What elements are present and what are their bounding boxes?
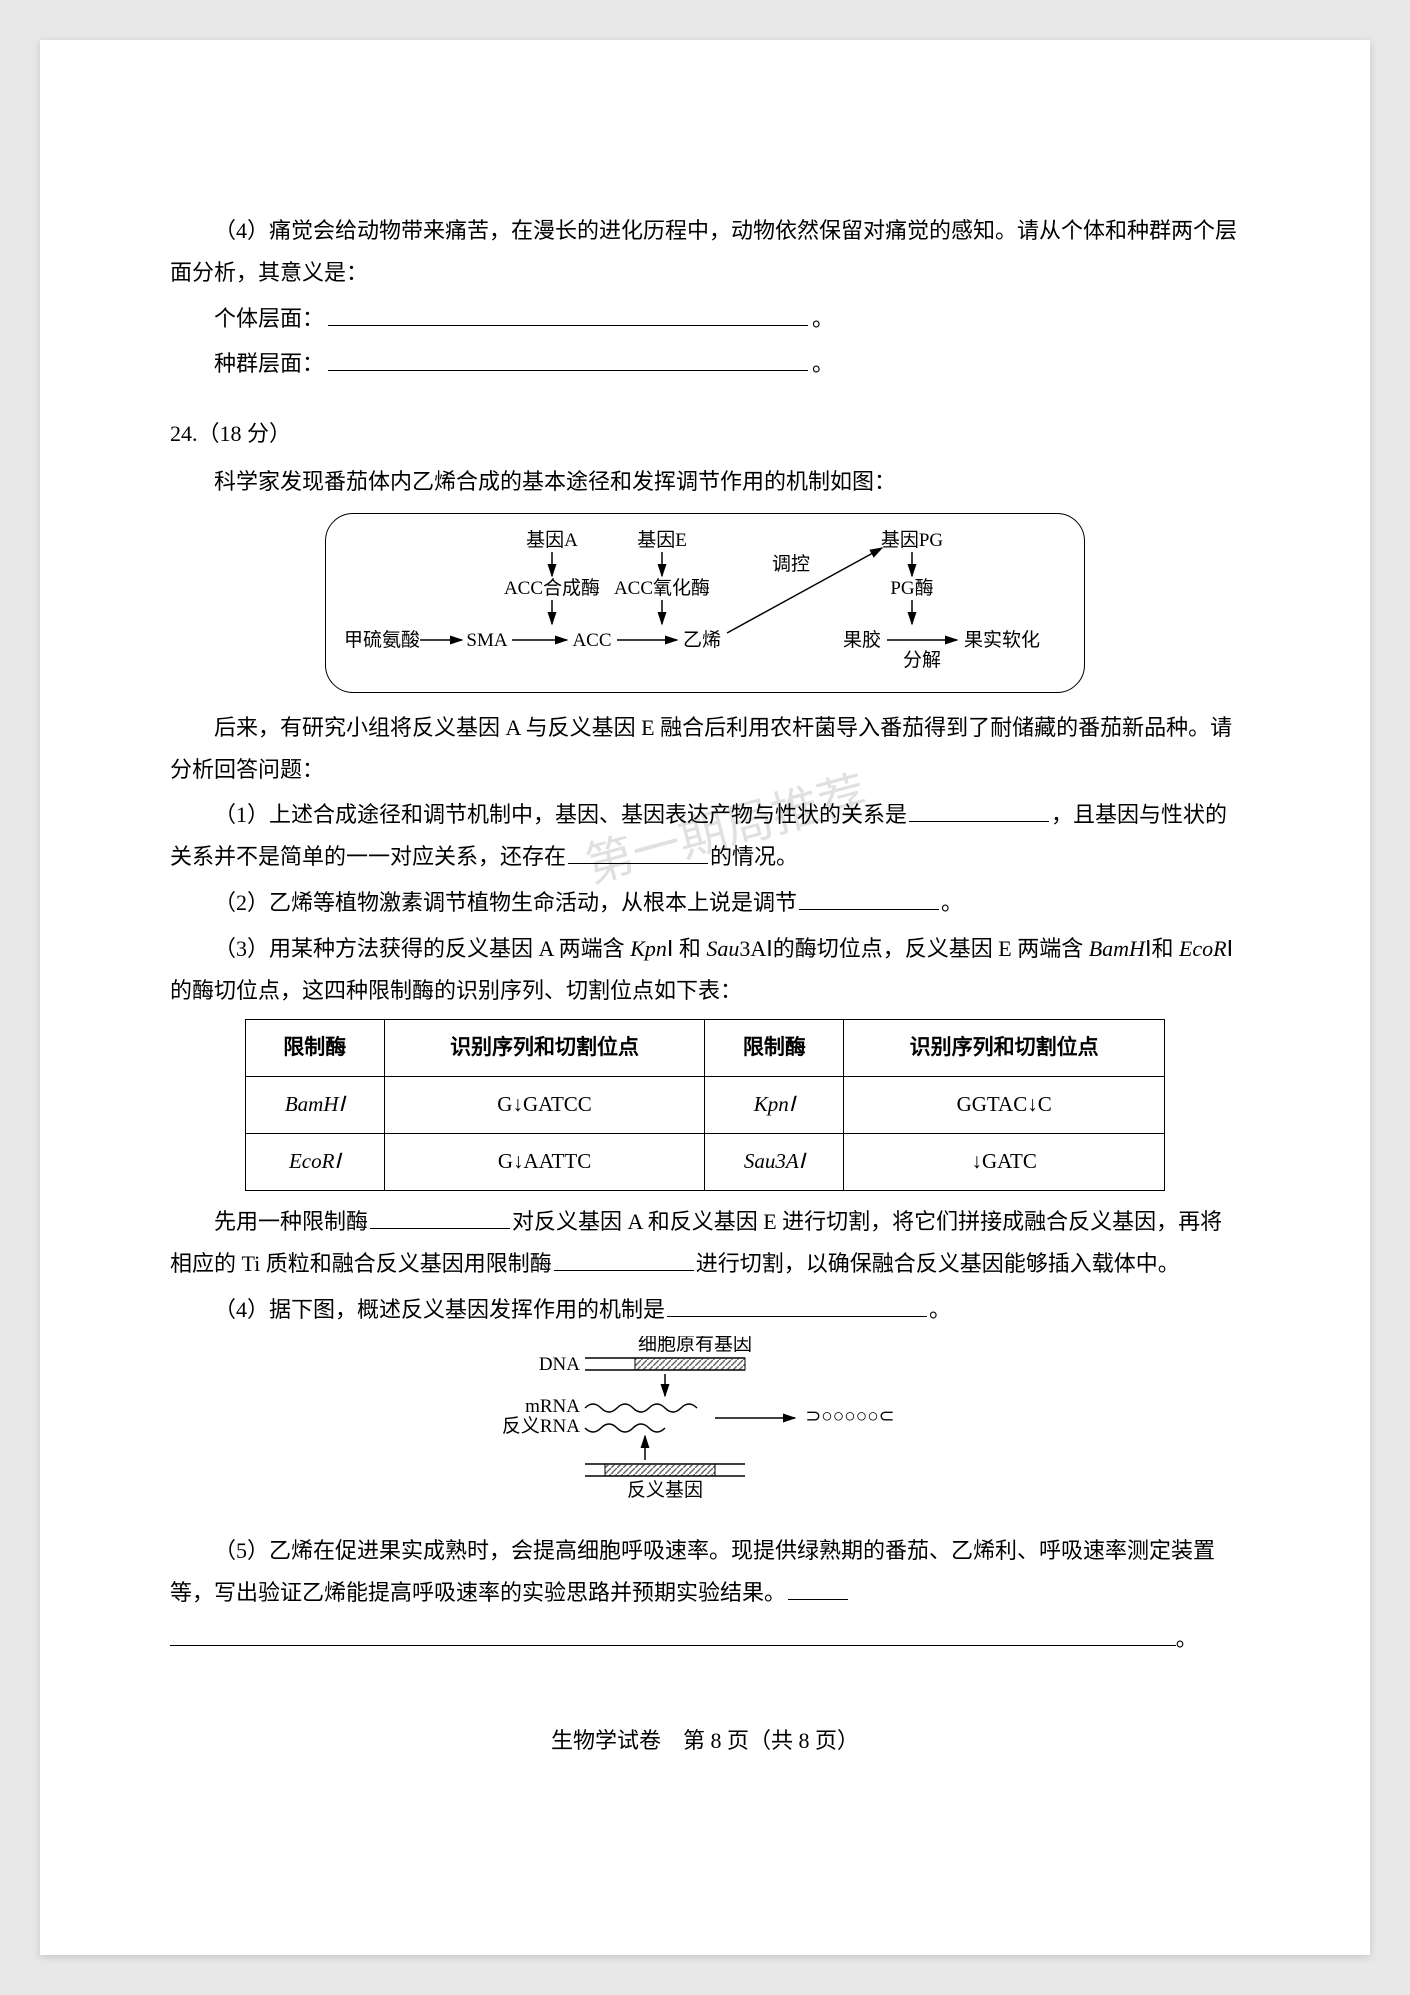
- blank-2: [799, 884, 939, 910]
- r2c4: ↓GATC: [844, 1134, 1165, 1191]
- blank-3b: [554, 1244, 694, 1270]
- label-fruitSoft: 果实软化: [964, 629, 1040, 651]
- sub3-I1: Ⅰ: [667, 936, 674, 961]
- label-sma: SMA: [466, 630, 507, 651]
- sub3-e: 先用一种限制酶: [214, 1209, 368, 1234]
- blank-5b: [170, 1619, 1176, 1645]
- q24-intro: 科学家发现番茄体内乙烯合成的基本途径和发挥调节作用的机制如图：: [170, 461, 1240, 503]
- label-genePG: 基因PG: [881, 529, 944, 551]
- sau-ital: Sau: [706, 936, 739, 961]
- sub1-c: 的情况。: [710, 844, 798, 869]
- label-decompose: 分解: [903, 649, 941, 671]
- r1c4: GGTAC↓C: [844, 1077, 1165, 1134]
- q4-intro: （4）痛觉会给动物带来痛苦，在漫长的进化历程中，动物依然保留对痛觉的感知。请从个…: [170, 210, 1240, 294]
- label-geneA: 基因A: [526, 529, 578, 551]
- page-footer: 生物学试卷 第 8 页（共 8 页）: [170, 1720, 1240, 1762]
- label-acc: ACC: [572, 630, 611, 651]
- blank-1b: [568, 838, 708, 864]
- table-row: EcoRⅠ G↓AATTC Sau3AⅠ ↓GATC: [245, 1134, 1164, 1191]
- mech-antisense-gene: 反义基因: [627, 1479, 703, 1501]
- q4-level1-label: 个体层面：: [214, 306, 324, 331]
- th-3: 限制酶: [705, 1020, 844, 1077]
- enzyme-table: 限制酶 识别序列和切割位点 限制酶 识别序列和切割位点 BamHⅠ G↓GATC…: [245, 1019, 1165, 1191]
- ecor-ital: EcoR: [1179, 936, 1227, 961]
- label-ethylene: 乙烯: [683, 629, 721, 651]
- label-pgEnzyme: PG酶: [890, 577, 933, 599]
- label-pectin: 果胶: [843, 629, 881, 651]
- q24-sub3-intro: （3）用某种方法获得的反义基因 A 两端含 KpnⅠ 和 Sau3AⅠ的酶切位点…: [170, 928, 1240, 1012]
- r1c3: KpnⅠ: [705, 1077, 844, 1134]
- r1c1: BamHⅠ: [245, 1077, 384, 1134]
- sub1-a: （1）上述合成途径和调节机制中，基因、基因表达产物与性状的关系是: [214, 802, 907, 827]
- r2c1: EcoRⅠ: [245, 1134, 384, 1191]
- period2: 。: [812, 351, 834, 376]
- q24-number: 24.（18 分）: [170, 413, 1240, 455]
- mech-antisense: 反义RNA: [502, 1415, 580, 1437]
- r2c2: G↓AATTC: [384, 1134, 705, 1191]
- label-accOxid: ACC氧化酶: [614, 577, 710, 599]
- blank-3a: [370, 1203, 510, 1229]
- sub3-3a: 3AⅠ: [739, 936, 772, 961]
- blank-5a: [788, 1574, 848, 1600]
- th-4: 识别序列和切割位点: [844, 1020, 1165, 1077]
- sub3-c: Ⅰ和: [1145, 936, 1179, 961]
- sub5-b: 。: [1176, 1626, 1198, 1651]
- blank-1a: [909, 796, 1049, 822]
- mech-mrna: mRNA: [525, 1396, 580, 1417]
- mechanism-diagram: 细胞原有基因 DNA mRNA 反义RNA ⊃○○○○○⊂ 反义基因: [485, 1336, 925, 1520]
- mech-dna: DNA: [539, 1354, 580, 1375]
- q24-postflow: 后来，有研究小组将反义基因 A 与反义基因 E 融合后利用农杆菌导入番茄得到了耐…: [170, 707, 1240, 791]
- flowchart-svg: 基因A 基因E 基因PG ACC合成酶 ACC氧化酶 PG酶 甲硫氨酸 SMA …: [342, 528, 1070, 678]
- blank-4: [667, 1290, 927, 1316]
- bamh-ital: BamH: [1089, 936, 1145, 961]
- sub5-a: （5）乙烯在促进果实成熟时，会提高细胞呼吸速率。现提供绿熟期的番茄、乙烯利、呼吸…: [170, 1538, 1215, 1605]
- label-regulate: 调控: [772, 553, 810, 575]
- table-row: BamHⅠ G↓GATCC KpnⅠ GGTAC↓C: [245, 1077, 1164, 1134]
- r2c3: Sau3AⅠ: [705, 1134, 844, 1191]
- q24-sub1: （1）上述合成途径和调节机制中，基因、基因表达产物与性状的关系是，且基因与性状的…: [170, 794, 1240, 878]
- blank-individual: [328, 299, 808, 325]
- label-methionine: 甲硫氨酸: [344, 629, 420, 651]
- q4-level2-label: 种群层面：: [214, 351, 324, 376]
- dsrna-icon: ⊃○○○○○⊂: [805, 1406, 894, 1427]
- sub2-b: 。: [941, 890, 963, 915]
- sub4-a: （4）据下图，概述反义基因发挥作用的机制是: [214, 1297, 665, 1322]
- q24-sub4: （4）据下图，概述反义基因发挥作用的机制是 。: [170, 1289, 1240, 1331]
- label-geneE: 基因E: [637, 529, 687, 551]
- sub3-and: 和: [679, 936, 707, 961]
- sub4-b: 。: [929, 1297, 951, 1322]
- kpn-ital: Kpn: [630, 936, 667, 961]
- q24-sub3-cont: 先用一种限制酶对反义基因 A 和反义基因 E 进行切割，将它们拼接成融合反义基因…: [170, 1201, 1240, 1285]
- table-header-row: 限制酶 识别序列和切割位点 限制酶 识别序列和切割位点: [245, 1020, 1164, 1077]
- q4-level1: 个体层面： 。: [170, 298, 1240, 340]
- r1c2: G↓GATCC: [384, 1077, 705, 1134]
- sub3-g: 进行切割，以确保融合反义基因能够插入载体中。: [696, 1251, 1180, 1276]
- th-1: 限制酶: [245, 1020, 384, 1077]
- q24-sub2: （2）乙烯等植物激素调节植物生命活动，从根本上说是调节 。: [170, 882, 1240, 924]
- q4-level2: 种群层面： 。: [170, 343, 1240, 385]
- th-2: 识别序列和切割位点: [384, 1020, 705, 1077]
- ethylene-flowchart: 基因A 基因E 基因PG ACC合成酶 ACC氧化酶 PG酶 甲硫氨酸 SMA …: [325, 513, 1085, 693]
- blank-population: [328, 345, 808, 371]
- exam-page: （4）痛觉会给动物带来痛苦，在漫长的进化历程中，动物依然保留对痛觉的感知。请从个…: [40, 40, 1370, 1955]
- label-accSynth: ACC合成酶: [504, 577, 600, 599]
- q24-sub5-line: 。: [170, 1618, 1240, 1660]
- sub3-a: （3）用某种方法获得的反义基因 A 两端含: [214, 936, 630, 961]
- mech-original-gene: 细胞原有基因: [638, 1336, 752, 1355]
- q24-sub5: （5）乙烯在促进果实成熟时，会提高细胞呼吸速率。现提供绿熟期的番茄、乙烯利、呼吸…: [170, 1530, 1240, 1614]
- mechanism-svg: 细胞原有基因 DNA mRNA 反义RNA ⊃○○○○○⊂ 反义基因: [485, 1336, 925, 1506]
- period1: 。: [812, 306, 834, 331]
- sub2-a: （2）乙烯等植物激素调节植物生命活动，从根本上说是调节: [214, 890, 797, 915]
- sub3-b: 的酶切位点，反义基因 E 两端含: [773, 936, 1089, 961]
